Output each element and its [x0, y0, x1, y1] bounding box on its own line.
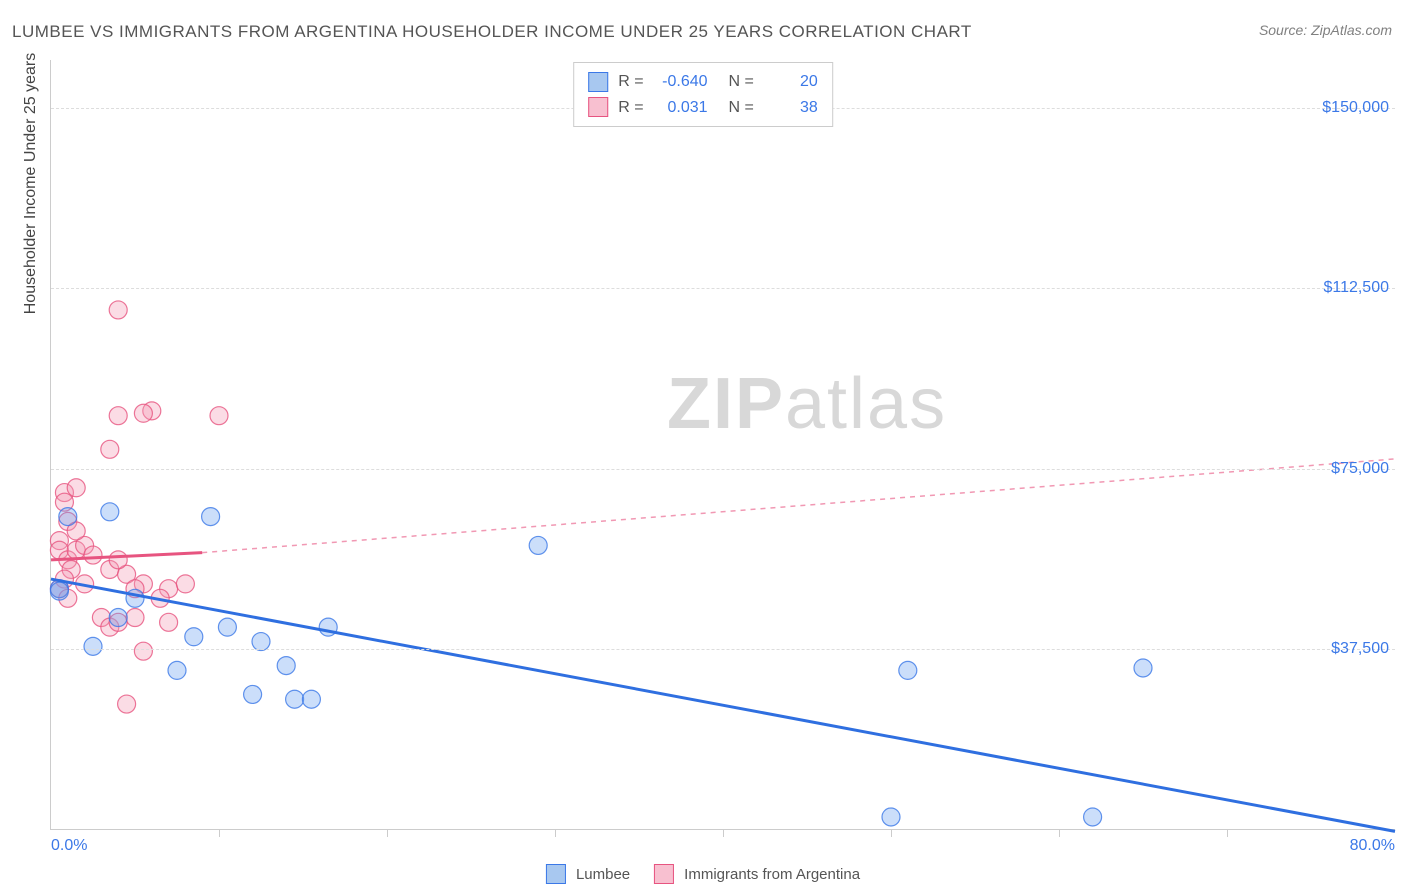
chart-svg	[51, 60, 1395, 829]
swatch-icon	[546, 864, 566, 884]
swatch-icon	[654, 864, 674, 884]
gridline	[51, 649, 1395, 650]
x-tick	[555, 829, 556, 837]
x-tick	[1059, 829, 1060, 837]
x-tick	[1227, 829, 1228, 837]
gridline	[51, 288, 1395, 289]
y-axis-title: Householder Income Under 25 years	[22, 53, 40, 314]
legend-item-series1: Lumbee	[546, 864, 630, 884]
y-tick-label: $112,500	[1323, 279, 1389, 297]
x-axis-max-label: 80.0%	[1350, 837, 1395, 855]
stats-row-series1: R = -0.640 N = 20	[588, 69, 818, 95]
chart-title: LUMBEE VS IMMIGRANTS FROM ARGENTINA HOUS…	[12, 22, 972, 42]
x-tick	[387, 829, 388, 837]
swatch-icon	[588, 72, 608, 92]
gridline	[51, 469, 1395, 470]
stats-box: R = -0.640 N = 20 R = 0.031 N = 38	[573, 62, 833, 127]
x-axis-min-label: 0.0%	[51, 837, 87, 855]
stats-row-series2: R = 0.031 N = 38	[588, 95, 818, 121]
swatch-icon	[588, 97, 608, 117]
legend-item-series2: Immigrants from Argentina	[654, 864, 860, 884]
y-tick-label: $37,500	[1331, 640, 1389, 658]
x-tick	[891, 829, 892, 837]
y-tick-label: $150,000	[1322, 99, 1389, 117]
x-tick	[219, 829, 220, 837]
y-tick-label: $75,000	[1331, 460, 1389, 478]
x-tick	[723, 829, 724, 837]
legend: Lumbee Immigrants from Argentina	[546, 864, 860, 884]
plot-area: ZIPatlas 0.0% 80.0% $37,500$75,000$112,5…	[50, 60, 1395, 830]
source-attribution: Source: ZipAtlas.com	[1259, 22, 1392, 38]
